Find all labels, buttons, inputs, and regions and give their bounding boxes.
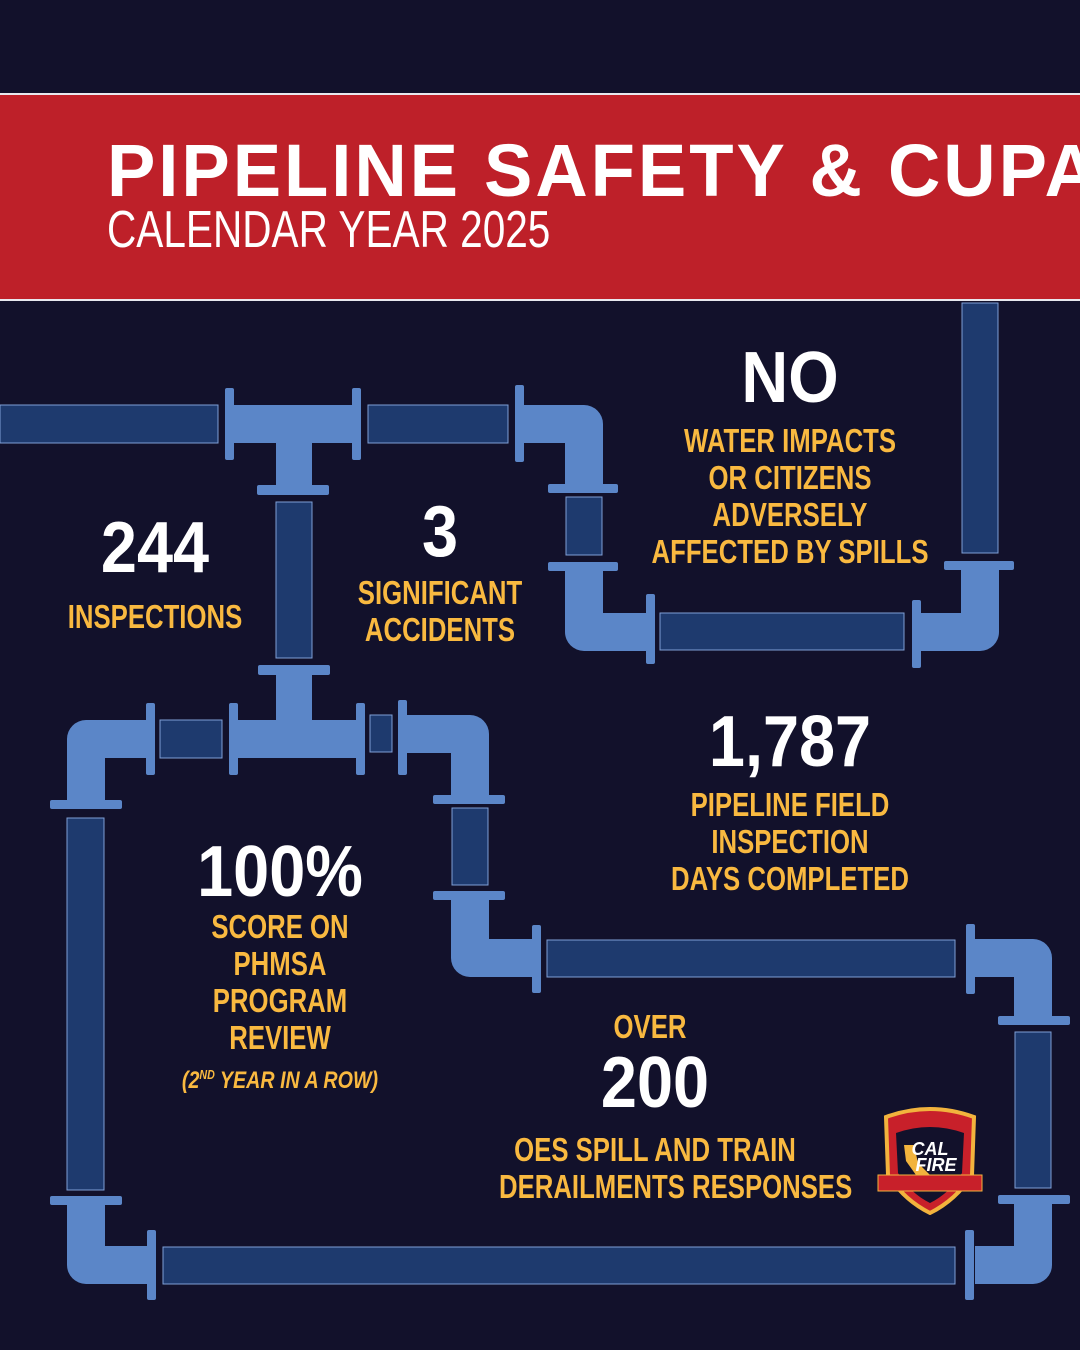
pipe-flange [912, 600, 921, 668]
stat-label: OES SPILL AND TRAIN [514, 1131, 796, 1168]
pipe-tee [276, 443, 312, 487]
stat-accidents: 3 SIGNIFICANT ACCIDENTS [240, 496, 640, 648]
pipe-tee [233, 720, 361, 758]
stat-label: AFFECTED BY SPILLS [651, 533, 929, 570]
pipe-segment [0, 404, 219, 444]
pipe-flange [50, 800, 122, 809]
stat-label: ACCIDENTS [364, 611, 516, 648]
pipe-flange [965, 1230, 974, 1300]
pipe-flange [998, 1016, 1070, 1025]
pipe-flange [548, 484, 618, 493]
pipe-segment [369, 714, 393, 753]
stat-field-days: 1,787 PIPELINE FIELD INSPECTION DAYS COM… [590, 706, 990, 897]
stat-label: DERAILMENTS RESPONSES [499, 1168, 853, 1205]
page-subtitle: CALENDAR YEAR 2025 [107, 201, 551, 259]
pipe-segment [546, 939, 956, 978]
page-title: PIPELINE SAFETY & CUPA [107, 129, 1080, 212]
pipe-elbow [975, 1202, 1052, 1284]
stat-label: ADVERSELY [712, 496, 868, 533]
stat-oes-responses: OVER 200 OES SPILL AND TRAIN DERAILMENTS… [455, 1008, 855, 1205]
pipe-flange [147, 1230, 156, 1300]
stat-water-impacts: NO WATER IMPACTS OR CITIZENS ADVERSELY A… [590, 342, 990, 570]
pipe-elbow [974, 939, 1052, 1018]
stat-value: 244 [100, 508, 210, 588]
stat-label: WATER IMPACTS [683, 422, 897, 459]
pipe-segment [66, 817, 105, 1191]
stat-label: INSPECTIONS [67, 598, 243, 635]
stat-value: 200 [600, 1043, 710, 1123]
stat-prefix: OVER [613, 1008, 687, 1045]
pipe-segment [961, 302, 999, 554]
pipe-segment [275, 501, 313, 659]
pipe-flange [548, 562, 618, 571]
pipe-segment [565, 496, 603, 556]
stat-inspections: 244 INSPECTIONS [0, 512, 355, 635]
pipe-flange [225, 388, 234, 460]
pipe-elbow [565, 568, 648, 651]
pipe-flange [433, 891, 505, 900]
pipe-flange [966, 924, 975, 994]
pipe-flange [258, 665, 330, 675]
pipe-flange [433, 795, 505, 804]
pipe-flange [998, 1195, 1070, 1204]
pipe-flange [646, 594, 655, 664]
pipe-elbow [523, 405, 603, 486]
pipe-flange [257, 485, 329, 495]
stat-label: REVIEW [229, 1019, 331, 1056]
pipe-flange [352, 388, 361, 460]
pipe-elbow [451, 900, 534, 977]
pipe-elbow [67, 720, 152, 800]
pipe-elbow [920, 570, 999, 651]
stat-label: PIPELINE FIELD [690, 786, 890, 823]
pipe-tee [233, 405, 353, 443]
stat-label: OR CITIZENS [708, 459, 872, 496]
stat-label: PROGRAM [212, 982, 348, 1019]
stat-label: DAYS COMPLETED [671, 860, 909, 897]
pipe-flange [515, 385, 524, 462]
pipe-segment [451, 807, 489, 886]
pipe-elbow [67, 1203, 148, 1284]
stat-value: NO [741, 338, 839, 418]
stat-label: PHMSA [233, 945, 327, 982]
pipe-flange [229, 703, 238, 775]
pipe-flange [398, 700, 407, 775]
svg-text:FIRE: FIRE [915, 1155, 957, 1175]
pipe-elbow [404, 715, 489, 797]
stat-phmsa-score: 100% SCORE ON PHMSA PROGRAM REVIEW (2ND … [80, 836, 480, 1096]
stat-value: 1,787 [708, 702, 872, 782]
pipe-segment [1014, 1031, 1052, 1189]
cal-fire-logo: CAL FIRE [877, 1107, 983, 1215]
pipe-flange [532, 925, 541, 993]
pipe-flange [944, 561, 1014, 570]
pipe-segment [162, 1246, 956, 1285]
pipe-segment [659, 612, 905, 651]
stat-label: INSPECTION [711, 823, 869, 860]
stat-value: 100% [197, 832, 363, 912]
pipe-flange [50, 1196, 122, 1205]
pipe-segment [367, 404, 509, 444]
stat-label: SIGNIFICANT [357, 574, 523, 611]
pipe-tee [276, 672, 312, 722]
stat-label: SCORE ON [211, 908, 349, 945]
stat-note: (2ND YEAR IN A ROW) [181, 1067, 379, 1094]
header-banner [0, 93, 1080, 301]
stat-value: 3 [421, 492, 459, 572]
pipe-flange [356, 703, 365, 775]
pipe-flange [146, 703, 155, 775]
svg-text:CAL: CAL [912, 1139, 949, 1159]
pipe-segment [159, 719, 223, 759]
